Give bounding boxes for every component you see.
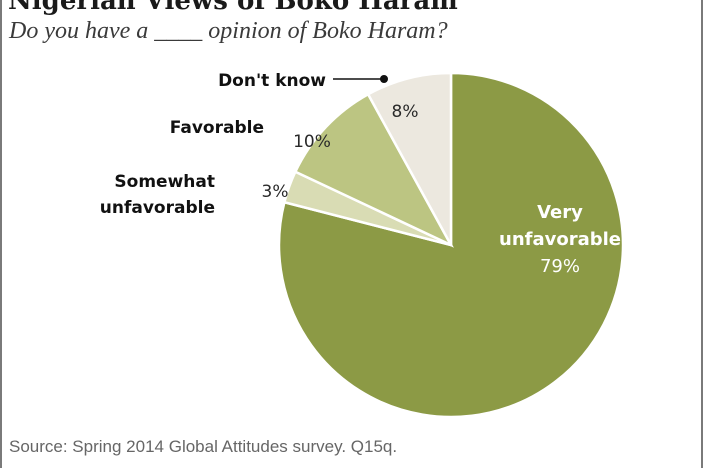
slice-label-don-t-know: Don't know xyxy=(218,71,326,91)
slice-label-somewhat-unfavorable: Somewhat unfavorable xyxy=(100,172,215,218)
slice-label-very-unfavorable: Very unfavorable xyxy=(499,202,621,250)
chart-title: Nigerian Views of Boko Haram xyxy=(8,0,458,16)
slice-value-very-unfavorable: 79% xyxy=(540,256,580,277)
slice-value-somewhat-unfavorable: 3% xyxy=(262,182,289,202)
slice-label-favorable: Favorable xyxy=(170,118,264,138)
leader-dot-dont-know xyxy=(380,75,388,83)
source-note: Source: Spring 2014 Global Attitudes sur… xyxy=(9,437,398,456)
slice-value-favorable: 10% xyxy=(293,132,331,152)
chart-subtitle: Do you have a ____ opinion of Boko Haram… xyxy=(9,18,448,44)
slice-value-don-t-know: 8% xyxy=(392,102,419,122)
pie-slice-don-t-know xyxy=(366,71,453,246)
pie-slice-favorable xyxy=(293,92,454,248)
